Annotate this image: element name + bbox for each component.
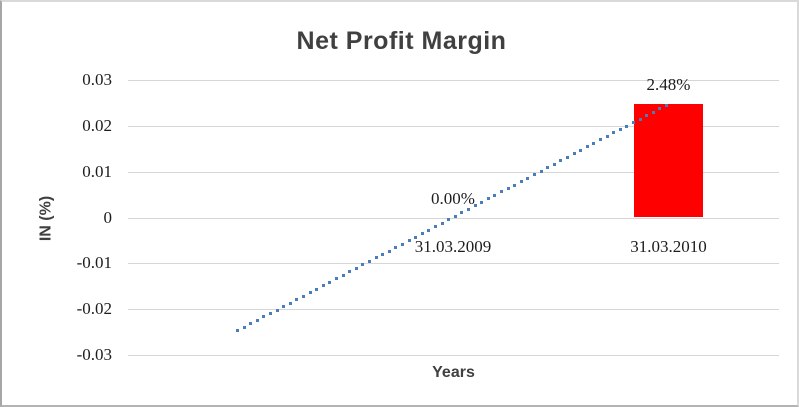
gridline — [128, 172, 779, 173]
trendline-dot — [255, 318, 259, 322]
y-tick-label: 0.01 — [82, 162, 112, 181]
trendline-dot — [414, 235, 418, 239]
trendline-dot — [249, 322, 253, 326]
trendline-dot — [599, 138, 602, 142]
trendline-dot — [361, 263, 365, 267]
y-tick-label: 0.02 — [82, 116, 112, 135]
trendline-dot — [579, 148, 583, 152]
y-tick-label: -0.03 — [76, 345, 112, 364]
bar-31.03.2010 — [634, 104, 703, 218]
data-label: 2.48% — [646, 75, 691, 95]
trendline-dot — [612, 131, 616, 135]
trendline-dot — [447, 218, 451, 222]
gridline — [128, 355, 779, 356]
trendline-dot — [341, 273, 345, 277]
chart-title: Net Profit Margin — [296, 27, 507, 55]
trendline-dot — [460, 211, 464, 215]
trendline-dot — [236, 329, 239, 333]
trendline-dot — [572, 152, 576, 156]
trendline-dot — [315, 287, 319, 291]
gridline — [128, 218, 779, 219]
trendline-dot — [632, 121, 635, 125]
trendline-dot — [427, 228, 431, 232]
trendline-dot — [506, 187, 510, 191]
trendline-dot — [453, 214, 457, 218]
trendline-dot — [605, 134, 609, 138]
trendline-dot — [381, 252, 385, 256]
trendline-dot — [665, 103, 668, 107]
trendline-dot — [480, 200, 484, 204]
trendline-dot — [354, 266, 358, 270]
trendline-dot — [302, 294, 305, 298]
trendline-dot — [368, 259, 371, 263]
trendline-dot — [295, 298, 299, 302]
trendline-dot — [473, 204, 477, 208]
x-category-label: 31.03.2009 — [414, 237, 492, 256]
trendline-dot — [394, 246, 398, 250]
trendline-dot — [434, 225, 437, 229]
trendline-dot — [539, 169, 543, 173]
trendline-dot — [328, 280, 332, 284]
y-tick-label: -0.01 — [76, 253, 112, 272]
trendline-dot — [348, 270, 352, 274]
gridline — [128, 80, 779, 81]
trendline-dot — [592, 141, 596, 145]
trendline-dot — [335, 277, 338, 281]
trendline-dot — [546, 166, 550, 170]
x-axis-title: Years — [432, 364, 475, 381]
trendline-dot — [658, 107, 662, 111]
trendline-dot — [269, 311, 272, 315]
y-tick-label: 0.03 — [82, 70, 112, 89]
trendline-dot — [552, 162, 556, 166]
trendline-dot — [645, 114, 649, 118]
trendline-dot — [625, 124, 629, 128]
trendline-dot — [486, 197, 490, 201]
x-category-label: 31.03.2010 — [630, 237, 707, 256]
trendline-dot — [533, 173, 536, 177]
y-tick-label: -0.02 — [76, 299, 112, 318]
trendline-dot — [401, 242, 404, 246]
trendline-dot — [526, 176, 530, 180]
trendline-dot — [387, 249, 391, 253]
trendline-dot — [262, 315, 266, 319]
trendline-dot — [651, 110, 655, 114]
trendline-dot — [407, 239, 411, 243]
trendline-dot — [519, 180, 523, 184]
gridline — [128, 309, 779, 310]
trendline-dot — [321, 284, 325, 288]
trendline-dot — [467, 207, 470, 211]
trendline-dot — [513, 183, 517, 187]
trendline-dot — [638, 117, 642, 121]
trendline-dot — [500, 190, 503, 194]
trendline-dot — [566, 155, 569, 159]
y-tick-label: 0 — [103, 208, 113, 227]
gridline — [128, 263, 779, 264]
trendline-dot — [288, 301, 292, 305]
trendline-dot — [420, 232, 424, 236]
trendline-dot — [618, 128, 622, 131]
trendline-dot — [275, 308, 279, 312]
trendline-dot — [242, 325, 246, 329]
trendline-dot — [440, 221, 444, 225]
trendline-dot — [374, 256, 378, 260]
trendline-dot — [559, 159, 563, 163]
trendline-dot — [308, 291, 312, 295]
trendline-dot — [585, 145, 589, 149]
trendline-dot — [493, 193, 497, 197]
gridline — [128, 126, 779, 127]
data-label: 0.00% — [431, 188, 475, 208]
trendline-dot — [282, 305, 286, 309]
